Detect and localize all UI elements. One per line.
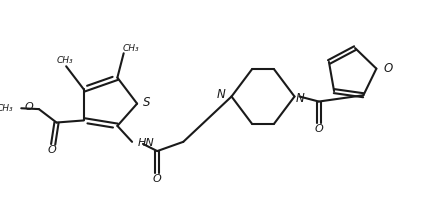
Text: O: O xyxy=(383,62,392,75)
Text: CH₃: CH₃ xyxy=(0,104,14,113)
Text: O: O xyxy=(314,124,323,134)
Text: N: N xyxy=(217,88,226,101)
Text: CH₃: CH₃ xyxy=(57,56,73,65)
Text: HN: HN xyxy=(138,138,154,148)
Text: CH₃: CH₃ xyxy=(123,44,139,53)
Text: O: O xyxy=(153,174,162,184)
Text: S: S xyxy=(143,96,151,109)
Text: O: O xyxy=(48,145,57,155)
Text: O: O xyxy=(24,103,33,112)
Text: N: N xyxy=(296,92,304,105)
